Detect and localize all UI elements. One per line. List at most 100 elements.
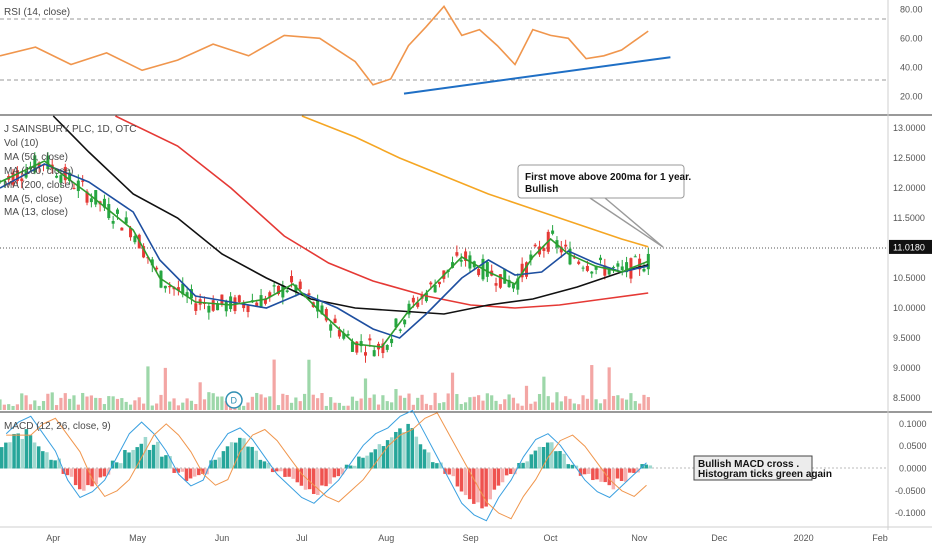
volume-bar-139	[603, 399, 607, 410]
volume-bar-129	[559, 401, 563, 410]
volume-bar-7	[28, 404, 33, 410]
series-line-6	[403, 56, 671, 95]
volume-bar-121	[524, 385, 529, 410]
volume-bar-47	[202, 399, 207, 410]
macd-bar-7-2	[94, 468, 98, 485]
volume-bar-146	[633, 401, 637, 410]
volume-bar-45	[194, 404, 198, 410]
volume-bar-36	[155, 403, 159, 410]
candle-body-44	[189, 289, 193, 299]
macd-bar-3-1	[41, 451, 45, 469]
volume-bar-15	[63, 393, 67, 410]
macd-bar-10-2	[131, 449, 135, 469]
candle-body-117	[507, 279, 511, 288]
volume-bar-80	[346, 405, 350, 410]
macd-bar-28-1	[348, 465, 353, 469]
volume-bar-84	[363, 378, 368, 410]
series-line-0	[301, 115, 649, 248]
macd-bar-39-0	[480, 468, 484, 509]
macd-bar-28-0	[344, 464, 349, 469]
macd-bar-3-0	[36, 446, 41, 469]
macd-bar-36-2	[451, 468, 456, 477]
time-tick-2: Jun	[215, 533, 230, 543]
macd-bar-43-0	[529, 454, 534, 469]
annotation-macd-line2: Histogram ticks green again	[698, 469, 832, 480]
candle-body-19	[81, 180, 85, 182]
macd-bar-33-2	[414, 436, 419, 469]
candle-body-27	[115, 209, 119, 214]
macd-bar-29-0	[357, 456, 361, 469]
macd-bar-2-1	[28, 435, 33, 469]
price-tick-2: 12.0000	[893, 183, 926, 193]
volume-bar-11	[46, 393, 50, 410]
macd-bar-49-2	[611, 468, 616, 490]
candle-body-63	[272, 285, 276, 287]
ma200-label[interactable]: MA (200, close)	[4, 180, 73, 191]
candle-body-43	[185, 292, 189, 297]
macd-bar-26-0	[320, 468, 324, 486]
volume-bar-17	[72, 395, 76, 410]
volume-bar-62	[268, 396, 272, 410]
ma50-label[interactable]: MA (50, close)	[4, 152, 68, 163]
macd-bar-21-1	[262, 461, 267, 469]
candle-body-45	[194, 303, 198, 311]
annotation-macd-line1: Bullish MACD cross .	[698, 459, 799, 470]
volume-bar-113	[490, 395, 494, 410]
candle-body-140	[607, 269, 611, 275]
macd-bar-17-0	[209, 460, 213, 469]
annotation-200ma[interactable]: First move above 200ma for 1 year. Bulli…	[517, 164, 691, 248]
volume-bar-26	[111, 396, 115, 410]
candle-body-132	[572, 257, 576, 259]
vol-label[interactable]: Vol (10)	[4, 138, 38, 149]
candle-body-48	[207, 305, 211, 313]
volume-bar-130	[564, 396, 568, 410]
macd-tick-4: -0.1000	[895, 508, 926, 518]
candle-body-115	[498, 274, 502, 288]
macd-bar-31-1	[385, 440, 390, 469]
ma13-label[interactable]: MA (13, close)	[4, 207, 68, 218]
candle-body-100	[433, 284, 437, 293]
volume-bar-2	[7, 404, 11, 410]
macd-bar-51-0	[628, 468, 632, 473]
candle-body-84	[364, 352, 368, 356]
macd-bar-43-2	[537, 446, 542, 469]
macd-bar-33-1	[410, 428, 414, 469]
candle-body-80	[346, 334, 350, 336]
volume-bar-3	[11, 405, 15, 410]
candle-body-74	[320, 305, 324, 315]
volume-bar-8	[33, 400, 37, 410]
volume-bar-44	[189, 400, 194, 410]
ma100-label[interactable]: MA (100, close)	[4, 166, 73, 177]
volume-bar-13	[54, 405, 59, 410]
candle-body-99	[429, 282, 433, 285]
volume-bar-98	[424, 403, 429, 410]
candle-body-14	[59, 175, 63, 183]
candle-body-112	[485, 261, 489, 277]
volume-bar-133	[577, 404, 581, 410]
ma5-label[interactable]: MA (5, close)	[4, 194, 62, 205]
candle-body-130	[564, 244, 568, 247]
macd-bar-37-1	[459, 468, 464, 492]
annotation-macd[interactable]: Bullish MACD cross . Histogram ticks gre…	[693, 455, 832, 481]
candle-body-88	[381, 343, 385, 354]
volume-bar-116	[503, 399, 507, 410]
macd-bar-34-2	[426, 452, 431, 469]
macd-bar-1-0	[12, 433, 16, 469]
symbol-title[interactable]: J SAINSBURY PLC, 1D, OTC	[4, 124, 136, 135]
volume-bar-42	[181, 402, 185, 410]
candle-body-28	[120, 227, 124, 231]
candle-body-141	[612, 266, 616, 268]
volume-bar-137	[594, 399, 598, 410]
volume-bar-79	[342, 405, 346, 410]
macd-label[interactable]: MACD (12, 26, close, 9)	[4, 421, 111, 432]
volume-bar-132	[572, 403, 576, 410]
rsi-tick-0: 80.00	[900, 4, 923, 14]
rsi-label[interactable]: RSI (14, close)	[4, 7, 70, 18]
volume-bar-148	[642, 394, 646, 410]
volume-bar-131	[568, 398, 572, 410]
annotation-200ma-line1: First move above 200ma for 1 year.	[525, 172, 691, 183]
earnings-badge-icon[interactable]: D	[225, 391, 243, 409]
macd-bar-11-2	[143, 436, 148, 469]
macd-bar-15-1	[188, 468, 193, 479]
macd-bar-9-2	[119, 463, 123, 469]
